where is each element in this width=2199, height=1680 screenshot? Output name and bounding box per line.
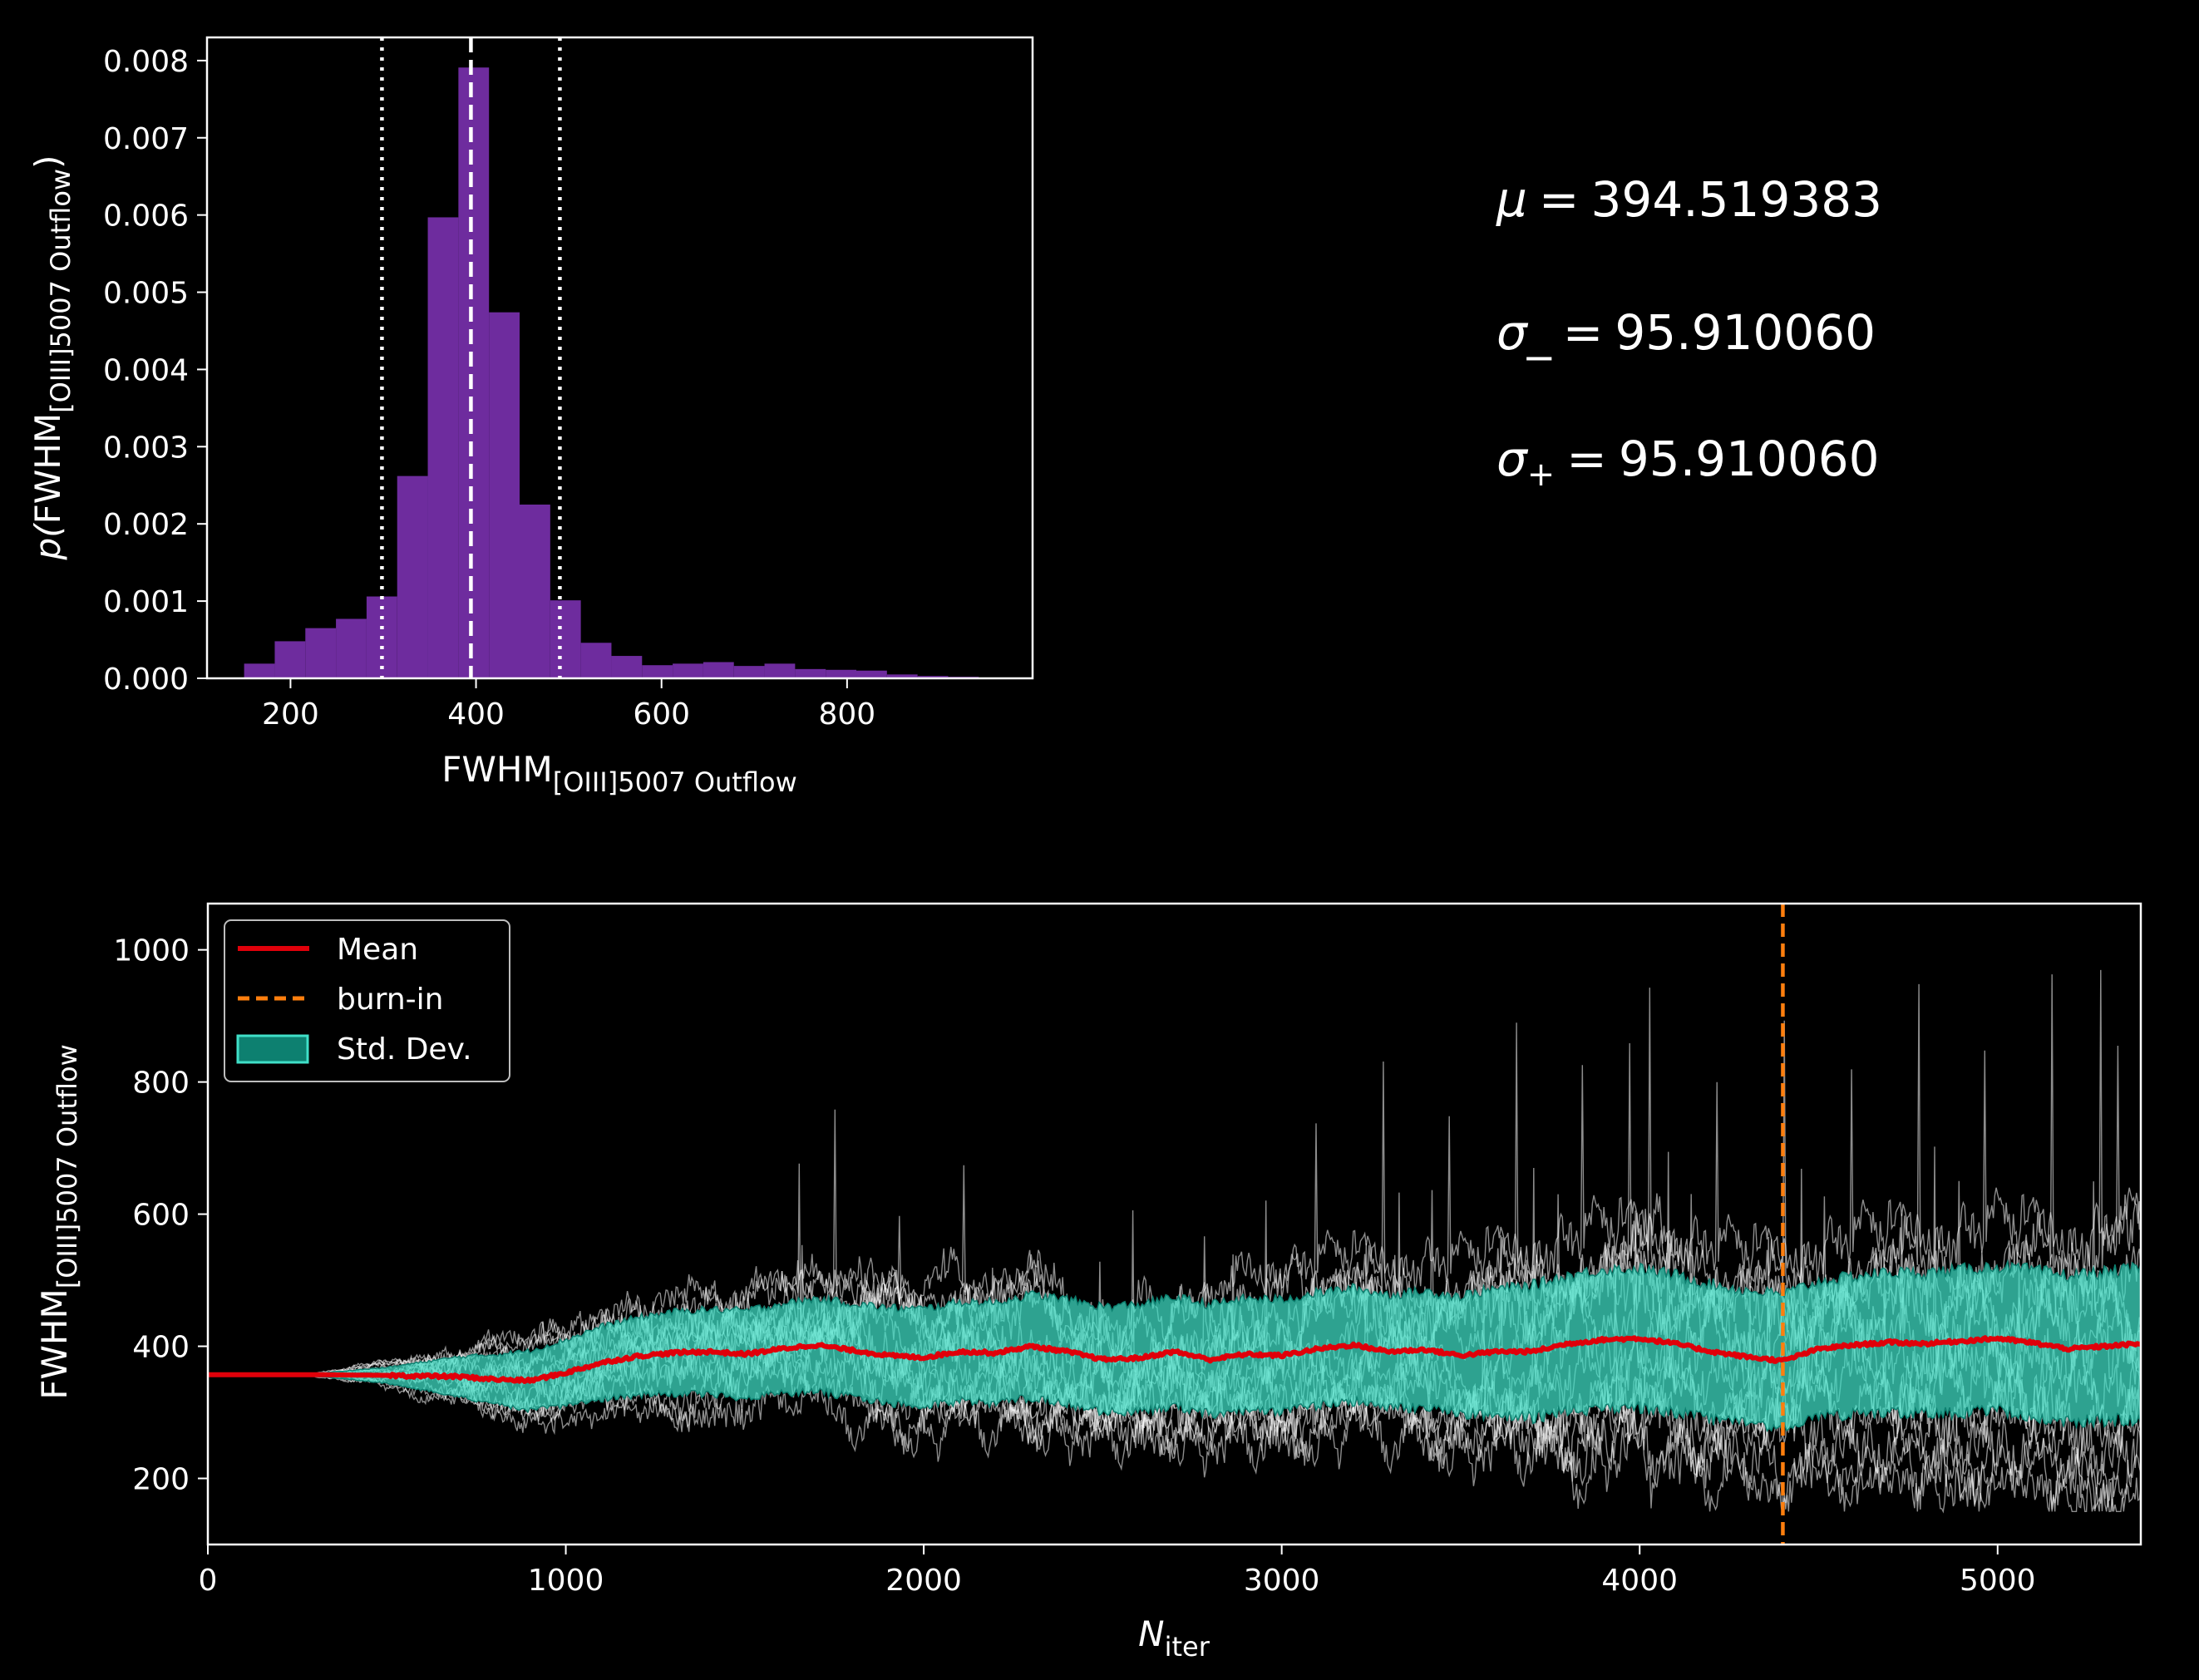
trace-y-tick-label: 800	[132, 1067, 190, 1101]
histogram-y-tick-label: 0.004	[103, 353, 189, 387]
trace-y-tick-label: 600	[132, 1199, 190, 1233]
histogram-bar	[305, 628, 337, 678]
mean-line	[208, 1335, 2141, 1384]
histogram-x-tick-label: 800	[818, 697, 875, 732]
histogram-bar	[642, 665, 673, 678]
std-dev-area	[208, 1259, 2141, 1432]
legend-std-dev-label: Std. Dev.	[337, 1032, 472, 1067]
trace-x-tick-label: 3000	[1244, 1564, 1320, 1598]
trace-x-tick-label: 2000	[885, 1564, 962, 1598]
histogram-y-axis-label: p(FWHM[OIII]5007 Outflow)	[27, 155, 76, 561]
trace-x-axis-label: Niter	[1138, 1613, 1210, 1663]
trace-y-tick-label: 1000	[113, 934, 190, 968]
histogram-x-tick-label: 600	[633, 697, 690, 732]
trace-x-tick-label: 5000	[1960, 1564, 2036, 1598]
trace-y-ticks: 200 400 600 800 1000	[113, 934, 208, 1497]
stat-sigma-minus: σ_ = 95.910060	[1496, 304, 1876, 361]
trace-y-axis-label: FWHM[OIII]5007 Outflow	[34, 1044, 83, 1400]
legend-burn-in-label: burn-in	[337, 983, 443, 1017]
histogram-y-tick-label: 0.006	[103, 200, 189, 234]
histogram-bar	[611, 656, 643, 678]
trace-x-tick-label: 0	[199, 1564, 218, 1598]
histogram-bar	[397, 475, 428, 678]
histogram-bar	[673, 663, 703, 678]
trace-x-tick-label: 4000	[1601, 1564, 1678, 1598]
legend: Mean burn-in Std. Dev.	[224, 919, 510, 1082]
histogram-bar	[244, 663, 275, 678]
histogram-x-tick-label: 400	[447, 697, 505, 732]
histogram-bar	[520, 504, 550, 678]
histogram-y-tick-label: 0.002	[103, 508, 189, 542]
trace-frame	[206, 902, 2142, 1546]
histogram-y-ticks: 0.000 0.001 0.002 0.003 0.004 0.005 0.006 0.007…	[103, 45, 207, 697]
histogram-bar	[886, 674, 918, 678]
histogram-bar	[489, 312, 520, 678]
histogram-x-axis-label: FWHM[OIII]5007 Outflow	[441, 749, 797, 798]
histogram-bar	[274, 641, 306, 678]
histogram-bar	[703, 662, 734, 678]
stat-mu: μ = 394.519383	[1496, 171, 1882, 228]
histogram-frame	[205, 36, 1034, 680]
histogram-bars	[244, 67, 979, 678]
histogram-reference-lines	[380, 37, 562, 678]
histogram-bar	[733, 666, 765, 678]
trace-y-tick-label: 200	[132, 1463, 190, 1497]
trace-y-tick-label: 400	[132, 1331, 190, 1365]
legend-mean-label: Mean	[337, 933, 418, 967]
histogram-bar	[427, 217, 459, 678]
histogram-bar	[458, 67, 490, 678]
trace-panel: 0 1000 2000 3000 4000 5000 200 400 600 800 1000 N…	[34, 902, 2142, 1663]
histogram-bar	[856, 670, 887, 678]
histogram-y-tick-label: 0.000	[103, 663, 189, 697]
histogram-bar	[795, 668, 826, 678]
histogram-bar	[580, 643, 612, 678]
histogram-y-tick-label: 0.008	[103, 45, 189, 79]
histogram-panel: 200 400 600 800 0.0000.0010.0020.0030.0040.…	[27, 36, 1034, 798]
histogram-y-tick-label: 0.001	[103, 585, 189, 619]
histogram-x-tick-label: 200	[262, 697, 319, 732]
std-dev-band	[208, 1259, 2141, 1432]
histogram-bar	[826, 669, 857, 678]
histogram-x-ticks: 200 400 600 800	[262, 678, 875, 732]
histogram-bar	[336, 618, 367, 678]
mean-series-line	[208, 1335, 2141, 1384]
legend-std-dev-swatch	[236, 1034, 309, 1064]
histogram-y-tick-label: 0.003	[103, 431, 189, 465]
histogram-y-tick-label: 0.007	[103, 122, 189, 156]
stat-sigma-plus: σ+ = 95.910060	[1496, 431, 1880, 494]
histogram-bar	[917, 676, 949, 678]
trace-x-tick-label: 1000	[528, 1564, 604, 1598]
histogram-bar	[550, 600, 581, 678]
histogram-bar	[764, 663, 796, 678]
statistics-text: μ = 394.519383 σ_ = 95.910060 σ+ = 95.910060	[1496, 171, 1882, 494]
trace-x-ticks: 0 1000 2000 3000 4000 5000	[199, 1545, 2036, 1598]
histogram-y-tick-label: 0.005	[103, 277, 189, 311]
